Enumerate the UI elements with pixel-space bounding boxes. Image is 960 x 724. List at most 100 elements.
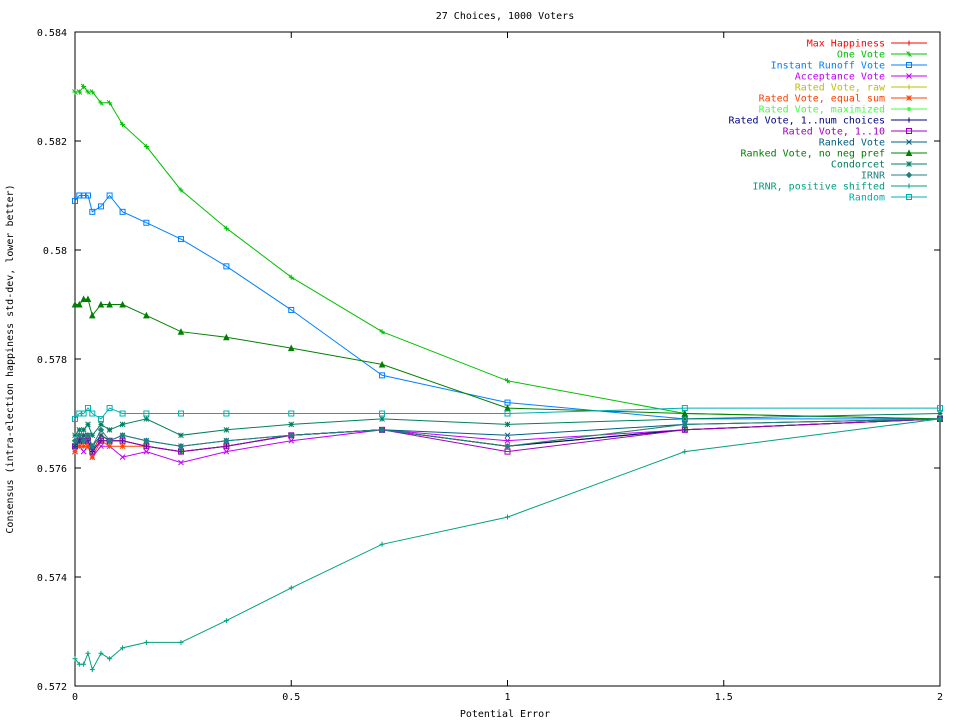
data-point (379, 328, 385, 335)
legend-label: Acceptance Vote (795, 72, 885, 83)
legend-label: Rated Vote, 1..10 (783, 127, 885, 138)
data-point (682, 449, 688, 455)
data-point (504, 437, 511, 444)
data-point (106, 426, 113, 433)
data-point (76, 661, 82, 667)
data-point (178, 432, 184, 439)
legend-label: Rated Vote, equal sum (759, 94, 885, 105)
legend-label: Random (849, 193, 885, 204)
data-point (72, 197, 78, 204)
data-point (106, 443, 113, 450)
data-point (906, 183, 912, 189)
legend-label: Instant Runoff Vote (771, 61, 885, 72)
data-point (119, 300, 126, 308)
legend-label: Rated Vote, maximized (759, 105, 885, 116)
data-point (89, 89, 96, 95)
data-point (906, 194, 912, 200)
data-point (906, 128, 912, 134)
data-point (106, 405, 113, 412)
data-point (905, 171, 913, 179)
data-point (98, 421, 104, 428)
data-point (177, 236, 184, 243)
y-tick-label: 0.578 (37, 355, 67, 366)
data-point (119, 410, 126, 417)
data-point (84, 192, 91, 199)
data-point (72, 656, 78, 662)
y-tick-label: 0.576 (37, 464, 67, 475)
legend-label: One Vote (837, 50, 885, 61)
data-point (177, 442, 185, 450)
data-point (223, 437, 230, 444)
data-point (937, 405, 943, 412)
data-point (85, 650, 91, 656)
data-point (85, 89, 91, 95)
data-point (223, 410, 230, 417)
data-point (223, 618, 229, 624)
x-tick-label: 0 (72, 692, 78, 703)
y-tick-label: 0.584 (37, 28, 67, 39)
data-point (287, 344, 295, 352)
series-14 (72, 405, 943, 422)
data-point (97, 437, 104, 444)
data-point (378, 360, 386, 368)
chart-title: 27 Choices, 1000 Voters (436, 11, 574, 22)
y-tick-label: 0.574 (37, 573, 67, 584)
data-point (288, 432, 295, 439)
data-point (72, 448, 78, 455)
data-point (288, 410, 295, 417)
data-point (72, 415, 78, 422)
legend-label: Rated Vote, raw (795, 83, 886, 94)
data-point (143, 437, 150, 444)
data-point (97, 300, 105, 308)
data-point (907, 107, 911, 111)
data-point (80, 192, 87, 199)
data-point (84, 405, 91, 412)
data-point (379, 372, 386, 379)
data-point (288, 585, 294, 591)
data-point (177, 410, 184, 417)
data-point (906, 51, 912, 57)
x-axis-label: Potential Error (460, 709, 550, 720)
data-point (906, 161, 912, 167)
data-point (906, 84, 912, 90)
series-line (74, 194, 940, 420)
y-tick-label: 0.582 (37, 137, 67, 148)
data-point (76, 437, 83, 444)
data-point (80, 426, 87, 433)
data-point (906, 139, 912, 145)
data-point (89, 432, 96, 439)
data-point (76, 192, 83, 199)
legend-label: Max Happiness (807, 39, 885, 50)
data-point (504, 442, 511, 450)
data-point (288, 274, 295, 281)
series-lines (71, 83, 944, 673)
data-point (906, 117, 912, 123)
series-13 (72, 416, 943, 673)
y-axis-label: Consensus (intra-election happiness std-… (5, 184, 16, 533)
data-point (681, 421, 689, 428)
data-point (76, 426, 83, 433)
data-point (98, 99, 104, 106)
data-point (143, 410, 150, 417)
data-point (505, 514, 510, 520)
data-point (88, 311, 96, 319)
axes: 0 0.5 1 1.5 2 0.572 0.574 0.576 0.578 0.58 0.582 0.… (37, 28, 943, 703)
data-point (223, 333, 230, 341)
data-point (106, 99, 113, 106)
data-point (107, 656, 113, 662)
data-point (98, 650, 104, 656)
data-point (106, 437, 113, 444)
data-point (72, 89, 78, 95)
data-point (119, 208, 126, 215)
series-12 (71, 415, 944, 450)
y-tick-label: 0.58 (43, 246, 67, 257)
data-point (72, 432, 78, 439)
data-point (89, 667, 95, 673)
series-2 (72, 192, 943, 422)
data-point (119, 432, 126, 439)
data-point (80, 448, 87, 455)
series-1 (72, 83, 943, 422)
